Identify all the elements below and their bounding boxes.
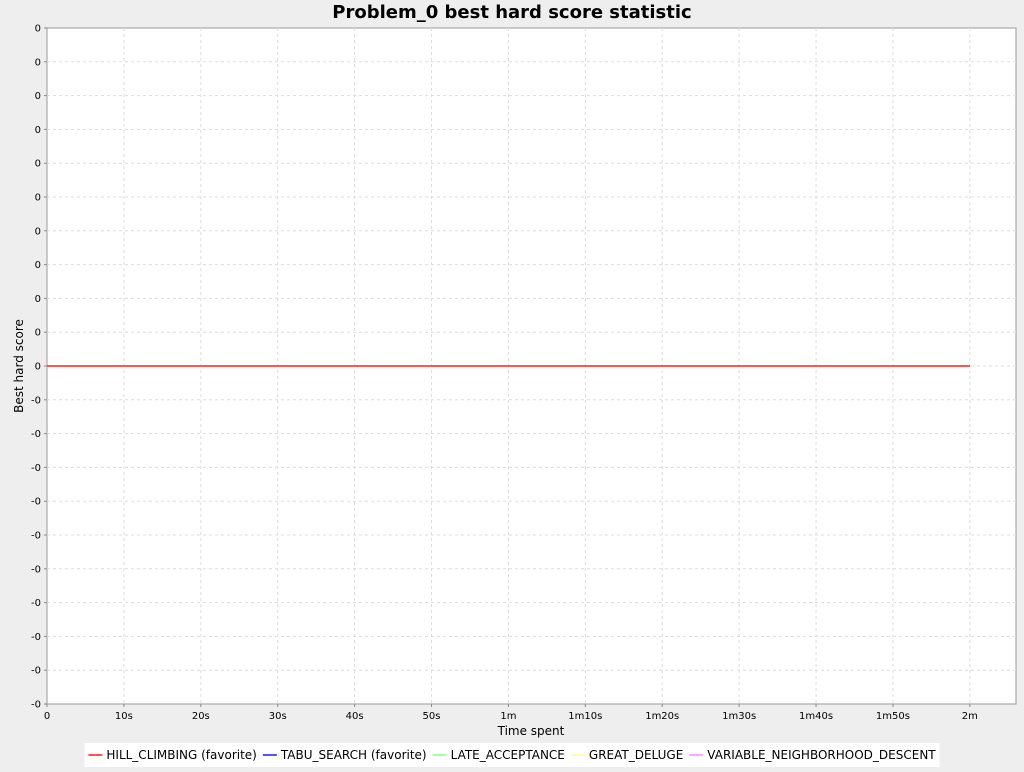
x-tick-label: 20s [192, 711, 210, 722]
y-tick-label: -0 [31, 429, 41, 440]
legend: HILL_CLIMBING (favorite) TABU_SEARCH (fav… [84, 743, 940, 767]
x-tick-label: 1m40s [799, 711, 833, 722]
y-tick-label: 0 [35, 260, 41, 271]
legend-item: HILL_CLIMBING (favorite) [88, 748, 257, 762]
legend-item: GREAT_DELUGE [570, 748, 683, 762]
y-tick-label: 0 [35, 57, 41, 68]
y-tick-label: 0 [35, 125, 41, 136]
x-tick-label: 1m20s [645, 711, 679, 722]
y-tick-label: 0 [35, 328, 41, 339]
x-tick-label: 1m10s [568, 711, 602, 722]
y-tick-label: -0 [31, 531, 41, 542]
legend-item: LATE_ACCEPTANCE [432, 748, 565, 762]
y-tick-label: -0 [31, 497, 41, 508]
legend-label: VARIABLE_NEIGHBORHOOD_DESCENT [707, 748, 936, 762]
x-tick-label: 30s [269, 711, 287, 722]
legend-label: GREAT_DELUGE [589, 748, 683, 762]
y-tick-label: -0 [31, 700, 41, 711]
y-tick-label: 0 [35, 193, 41, 204]
y-tick-label: -0 [31, 564, 41, 575]
y-tick-label: -0 [31, 395, 41, 406]
x-tick-label: 2m [962, 711, 978, 722]
y-tick-label: -0 [31, 632, 41, 643]
x-tick-label: 1m [500, 711, 516, 722]
chart-title: Problem_0 best hard score statistic [332, 2, 691, 23]
legend-label: LATE_ACCEPTANCE [451, 748, 565, 762]
legend-label: HILL_CLIMBING (favorite) [106, 748, 257, 762]
y-tick-label: -0 [31, 598, 41, 609]
x-tick-label: 0 [44, 711, 50, 722]
y-tick-label: 0 [35, 362, 41, 373]
y-axis-label: Best hard score [12, 319, 26, 413]
legend-item: TABU_SEARCH (favorite) [262, 748, 427, 762]
x-tick-label: 50s [423, 711, 441, 722]
x-tick-label: 1m50s [876, 711, 910, 722]
y-tick-label: 0 [35, 159, 41, 170]
y-tick-label: 0 [35, 294, 41, 305]
y-tick-label: -0 [31, 666, 41, 677]
x-axis-ticks: 0 10s 20s 30s 40s 50s 1m 1m10s 1m20s 1m30s 1m40s 1m… [44, 704, 978, 722]
y-axis-ticks: 0 0 0 0 0 0 0 0 0 0 0 -0 -0 -0 -0 -0 -0 -0 -0 -0 -0 [31, 24, 47, 711]
legend-label: TABU_SEARCH (favorite) [280, 748, 427, 762]
x-tick-label: 40s [346, 711, 364, 722]
x-tick-label: 1m30s [722, 711, 756, 722]
x-axis-label: Time spent [497, 724, 565, 738]
legend-item: VARIABLE_NEIGHBORHOOD_DESCENT [689, 748, 936, 762]
y-tick-label: 0 [35, 91, 41, 102]
y-tick-label: -0 [31, 463, 41, 474]
y-tick-label: 0 [35, 226, 41, 237]
y-tick-label: 0 [35, 24, 41, 35]
legend-box [84, 743, 940, 767]
x-tick-label: 10s [115, 711, 133, 722]
